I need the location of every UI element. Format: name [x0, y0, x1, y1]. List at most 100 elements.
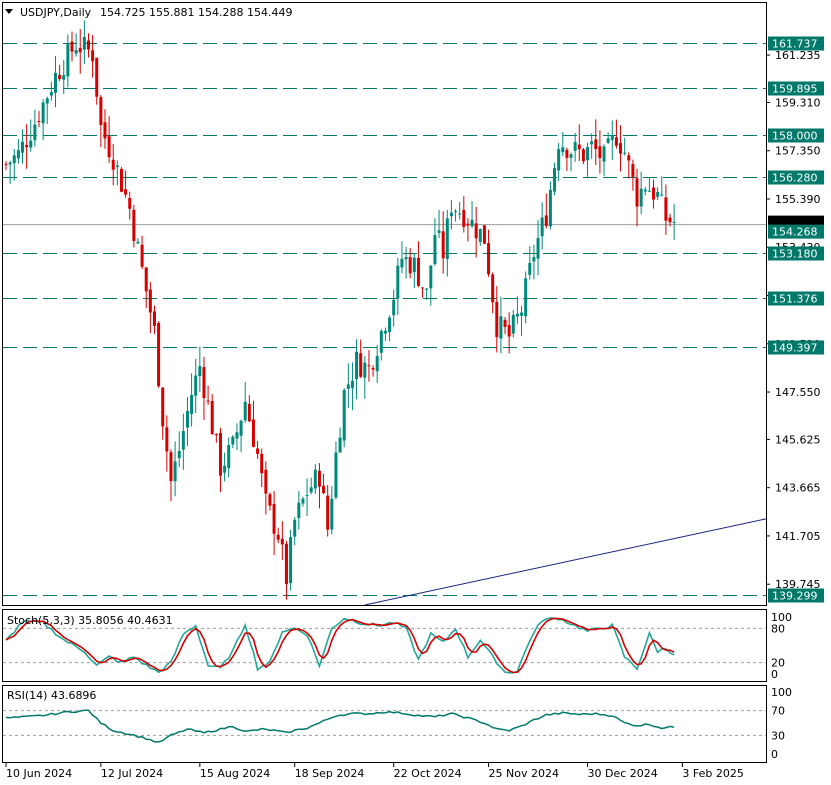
candle-bull — [33, 124, 37, 141]
current-price-label: 154.268 — [772, 226, 818, 239]
x-axis-labels: 10 Jun 2024 12 Jul 2024 15 Aug 2024 18 Sep … — [5, 762, 744, 780]
candle-bear — [99, 97, 103, 126]
candle-bear — [598, 146, 602, 159]
candle-bull — [74, 50, 78, 54]
candle-bull — [425, 288, 429, 290]
candle-bear — [25, 145, 29, 148]
candle-bear — [495, 301, 499, 338]
candle-bear — [280, 538, 284, 545]
candle-bear — [140, 244, 144, 267]
candle-bull — [181, 431, 185, 450]
candle-bear — [317, 470, 321, 487]
candle-bear — [272, 504, 276, 534]
candle-bull — [136, 241, 140, 244]
x-tick-label: 18 Sep 2024 — [295, 767, 365, 780]
candle-bull — [470, 219, 474, 227]
rsi-tick-label: 0 — [771, 748, 778, 761]
y-tick-label: 141.705 — [775, 530, 821, 543]
candle-bull — [396, 265, 400, 299]
candle-bull — [45, 98, 49, 104]
stoch-tick-label: 20 — [771, 657, 785, 670]
rsi-tick-label: 100 — [771, 686, 792, 699]
candle-bull — [334, 452, 338, 498]
candle-bear — [565, 149, 569, 158]
candle-bull — [660, 194, 664, 196]
candle-bull — [243, 401, 247, 421]
candle-bear — [474, 223, 478, 239]
stoch-signal-line — [5, 617, 675, 674]
candle-bull — [433, 235, 437, 265]
symbol-dropdown-icon[interactable] — [5, 9, 13, 14]
candle-bull — [412, 257, 416, 272]
candle-bull — [643, 189, 647, 192]
candle-bear — [152, 311, 156, 326]
candle-bear — [652, 187, 656, 200]
candle-bull — [445, 218, 449, 259]
candle-bear — [260, 453, 264, 474]
candle-bear — [124, 189, 128, 195]
candle-bear — [58, 74, 62, 80]
y-tick-label: 145.625 — [775, 433, 821, 446]
chart-title: USDJPY,Daily — [20, 6, 92, 19]
candle-bull — [293, 519, 297, 537]
trendline — [364, 518, 767, 606]
candle-bear — [37, 121, 41, 123]
level-label-bg — [768, 128, 824, 143]
candle-bull — [190, 394, 194, 415]
candle-bear — [594, 139, 598, 150]
candle-bull — [177, 451, 181, 459]
candle-bull — [53, 72, 57, 93]
level-label: 153.180 — [772, 248, 818, 261]
candle-bull — [342, 390, 346, 441]
candle-bear — [619, 143, 623, 154]
candle-bear — [119, 168, 123, 192]
candle-bear — [78, 48, 82, 53]
candle-bear — [627, 155, 631, 161]
candle-bull — [227, 445, 231, 469]
candle-bull — [301, 498, 305, 504]
candle-bull — [449, 212, 453, 217]
candle-bear — [441, 231, 445, 259]
candle-bear — [169, 452, 173, 482]
candle-bull — [12, 155, 16, 164]
candle-bull — [223, 465, 227, 473]
candle-bear — [95, 57, 99, 97]
candle-bull — [404, 257, 408, 260]
candle-bull — [557, 149, 561, 171]
candle-bull — [350, 380, 354, 389]
rsi-title: RSI(14) 43.6896 — [7, 689, 96, 702]
candle-bull — [536, 238, 540, 259]
candle-bull — [561, 147, 565, 153]
candle-bear — [544, 215, 548, 226]
ohlc-values: 154.725 155.881 154.288 154.449 — [100, 6, 292, 19]
candle-bear — [128, 197, 132, 209]
trendline-group — [364, 518, 767, 606]
x-tick-label: 3 Feb 2025 — [682, 767, 743, 780]
oscillators-group — [3, 617, 766, 743]
rsi-tick-label: 70 — [771, 705, 785, 718]
x-tick-label: 25 Nov 2024 — [489, 767, 559, 780]
candle-bull — [16, 150, 20, 159]
candle-bear — [4, 163, 8, 165]
candle-bull — [383, 330, 387, 334]
candle-bear — [276, 534, 280, 540]
stoch-title: Stoch(5,3,3) 35.8056 40.4631 — [7, 614, 173, 627]
level-label-bg — [768, 340, 824, 355]
candles-group — [4, 20, 676, 600]
candle-bear — [132, 209, 136, 241]
candle-bear — [614, 137, 618, 146]
x-tick-label: 30 Dec 2024 — [588, 767, 658, 780]
level-label-bg — [768, 170, 824, 185]
candle-bull — [313, 469, 317, 489]
candle-bear — [161, 387, 165, 427]
candle-bear — [256, 448, 260, 454]
candle-bear — [491, 274, 495, 303]
current-price-bg — [768, 224, 824, 239]
candle-bull — [330, 498, 334, 530]
level-labels: 161.737 159.895 158.000 156.280 153.180 151.3… — [768, 36, 824, 603]
y-tick-label: 161.235 — [775, 49, 821, 62]
candle-bull — [231, 436, 235, 445]
level-label-bg — [768, 246, 824, 261]
candle-bear — [70, 41, 74, 52]
candle-bull — [235, 432, 239, 439]
